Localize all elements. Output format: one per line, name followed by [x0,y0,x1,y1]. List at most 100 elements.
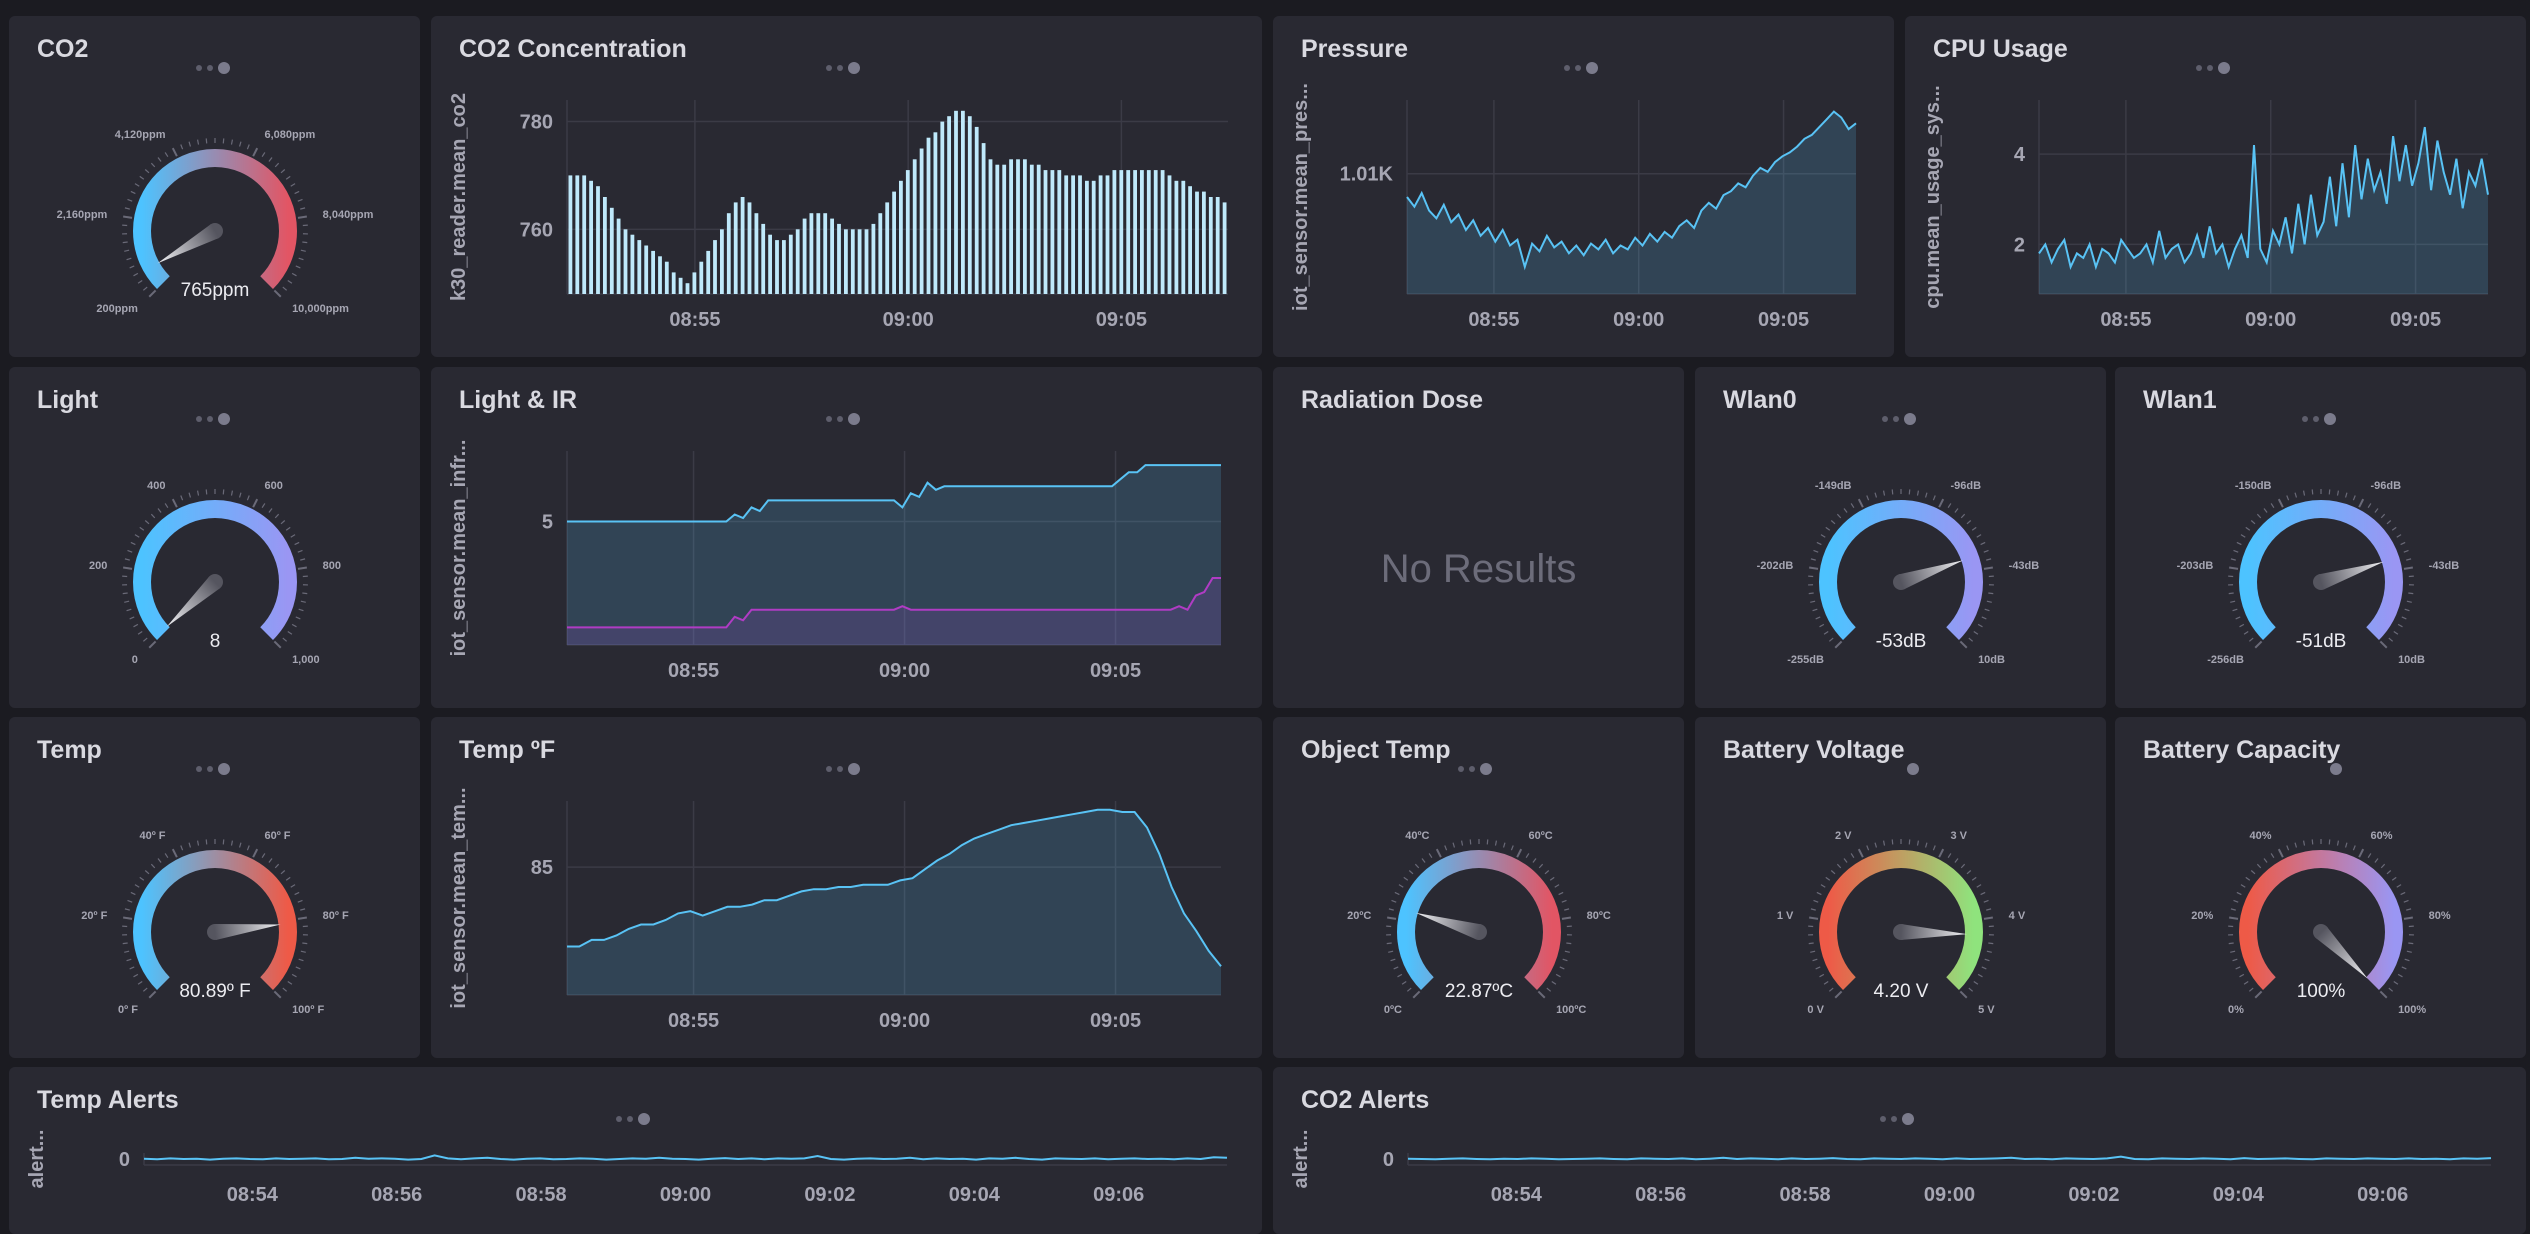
gauge-minor-tick [1808,942,1814,945]
panel-menu-button[interactable] [1880,1111,1920,1127]
gauge-minor-tick [282,987,288,992]
co2-bar [775,240,779,294]
gauge-minor-tick [196,840,200,846]
gauge-needle [166,576,221,627]
gauge-minor-tick [2344,842,2348,848]
gauge-minor-tick [2388,987,2394,992]
gauge-minor-tick [126,958,132,962]
battery-voltage-gauge: 0 V 1 V 2 V 3 V 4 V 5 V 4.20 V [1777,830,2026,1016]
gauge-tick-label: -43dB [2009,560,2040,572]
gauge-minor-tick [188,492,192,498]
y-tick-label: 1.01K [1340,164,1394,186]
gauge-minor-tick [2286,845,2290,851]
panel-menu-button[interactable] [616,1111,656,1127]
gauge-minor-tick [2400,541,2406,546]
co2-bar [933,132,938,294]
y-axis-label: alert... [1290,1130,1312,1189]
gauge-minor-tick [1968,987,1974,992]
temp-series-line [567,808,1222,967]
x-tick-label: 08:54 [227,1184,279,1206]
gauge-minor-tick [280,870,286,875]
gauge-arc [1819,500,1983,640]
panel-title: Temp Alerts [37,1086,179,1114]
gauge-minor-tick [127,549,133,553]
y-tick-label: 760 [520,219,553,241]
gauge-minor-tick [1816,541,1822,546]
co2-bar [1195,191,1199,294]
gauge-minor-tick [137,279,143,284]
panel-menu-button[interactable] [196,411,236,427]
gauge-minor-tick [129,265,135,269]
gauge-minor-tick [1808,592,1814,595]
panel-menu-button[interactable] [1907,761,1947,777]
gauge-minor-tick [2386,870,2392,875]
gauge-minor-tick [1980,891,1986,896]
y-axis-label: k30_reader.mean_co2 [448,93,470,301]
gauge-arc [133,149,297,289]
gauge-minor-tick [164,853,169,859]
gauge-minor-tick [1977,623,1983,628]
gauge-minor-tick [2245,876,2251,881]
panel-menu-button[interactable] [2196,60,2236,76]
co2-bar [1064,175,1069,294]
gauge-minor-tick [2245,526,2251,531]
y-tick-label: 2 [2014,234,2025,256]
panel-menu-button[interactable] [826,60,866,76]
gauge-minor-tick [1544,870,1550,875]
gauge-major-tick [122,916,133,920]
gauge-major-tick [273,990,282,999]
gauge-minor-tick [1973,630,1979,635]
co2-bar [575,175,580,294]
gauge-minor-tick [1390,958,1396,962]
y-tick-label: 0 [1383,1149,1394,1171]
gauge-minor-tick [127,198,133,202]
gauge-minor-tick [2380,863,2386,869]
co2-bar [1215,197,1220,294]
gauge-needle [2315,926,2368,979]
panel-menu-button[interactable] [1564,60,1604,76]
gauge-minor-tick [1882,490,1886,496]
panel-menu-button[interactable] [2302,411,2342,427]
gauge-minor-tick [2391,526,2397,531]
co2-bar [974,126,979,295]
co2-bar [651,250,655,294]
gauge-value: 4.20 V [1874,981,1929,1002]
gauge-major-tick [297,566,308,570]
panel-menu-button[interactable] [826,761,866,777]
co2-bar [603,197,607,294]
temp-f-chart: iot_sensor.mean_tem... 08:55 09:00 09:05 85 [448,787,1222,1032]
panel-title: Light [37,386,99,414]
gauge-minor-tick [300,600,306,603]
gauge-tick-label: 10,000ppm [292,303,349,315]
gauge-minor-tick [2232,608,2238,612]
panel-menu-button[interactable] [196,761,236,777]
gauge-minor-tick [133,623,139,628]
gauge-needle [1900,924,1967,940]
gauge-minor-tick [1932,845,1936,851]
x-tick-label: 09:05 [1096,309,1147,331]
co2-bar [837,223,841,294]
gauge-minor-tick [144,169,150,174]
gauge-minor-tick [2239,973,2245,978]
gauge-major-tick [1808,566,1819,570]
gauge-minor-tick [1502,842,1506,848]
panel-menu-button[interactable] [1458,761,1498,777]
gauge-minor-tick [1981,616,1987,620]
panel-menu-button[interactable] [196,60,236,76]
gauge-minor-tick [1562,958,1568,962]
gauge-minor-tick [1924,492,1928,498]
gauge-minor-tick [1819,973,1825,978]
co2-bar [1085,180,1089,294]
gauge-minor-tick [2230,908,2236,911]
gauge-minor-tick [302,241,308,244]
co2-concentration-chart: k30_reader.mean_co2 08:55 09:00 09:05 780 760 [448,93,1228,331]
gauge-minor-tick [1559,966,1565,970]
gauge-minor-tick [230,139,234,145]
gauge-minor-tick [142,286,148,291]
panel-menu-button[interactable] [2330,761,2370,777]
gauge-minor-tick [295,616,301,620]
gauge-major-tick [1938,848,1945,858]
panel-menu-button[interactable] [826,411,866,427]
panel-object-temp: Object Temp 0ºC 20ºC 40ºC 60ºC 80ºC 100ºC 22.8… [1273,717,1684,1058]
panel-menu-button[interactable] [1882,411,1922,427]
